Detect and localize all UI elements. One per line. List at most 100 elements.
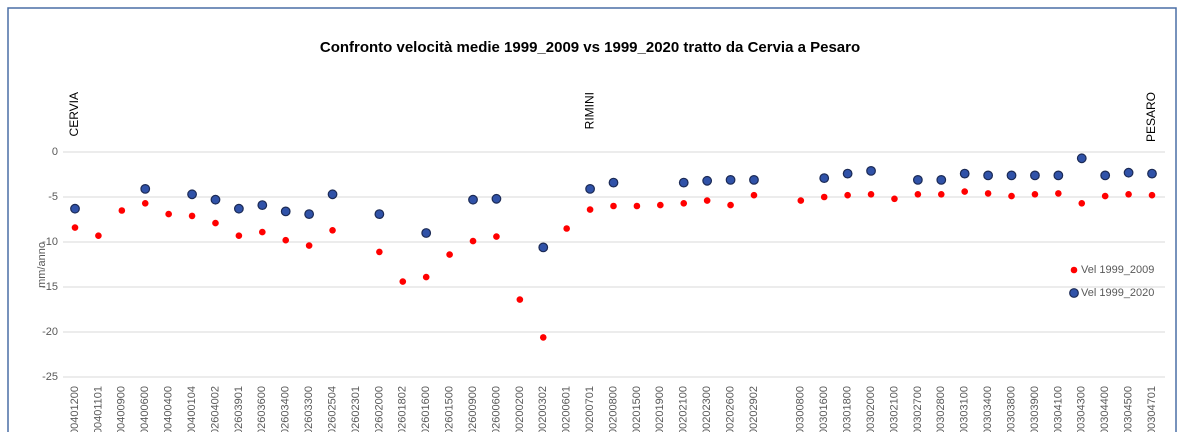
x-tick-label: 02602301 — [350, 386, 362, 432]
x-tick-label: 02603901 — [233, 386, 245, 432]
data-point — [657, 201, 664, 209]
x-tick-label: 02600600 — [490, 386, 502, 432]
data-point — [491, 193, 502, 204]
legend-label: Vel 1999_2020 — [1081, 287, 1154, 299]
data-point — [468, 194, 478, 205]
data-point — [70, 203, 80, 214]
data-point — [257, 200, 268, 211]
x-tick-label: 02602504 — [326, 386, 338, 432]
data-point — [1006, 170, 1017, 181]
data-point — [725, 174, 736, 185]
data-point — [469, 237, 477, 245]
data-point — [305, 242, 313, 249]
annotation: RIMINI — [582, 92, 596, 129]
x-tick-label: 02604002 — [209, 386, 221, 432]
x-tick-label: 00201900 — [654, 386, 666, 432]
data-point — [844, 191, 851, 199]
x-tick-label: 00401200 — [69, 386, 81, 432]
data-point — [188, 212, 196, 220]
data-point — [703, 197, 711, 204]
data-point — [71, 224, 79, 231]
data-point — [539, 334, 547, 341]
data-point — [680, 200, 688, 207]
data-point — [304, 209, 315, 220]
data-point — [866, 165, 876, 176]
data-point — [820, 193, 828, 201]
data-point — [280, 206, 291, 217]
data-point — [914, 191, 922, 198]
x-tick-label: 00202600 — [724, 386, 736, 432]
data-point — [141, 200, 149, 207]
x-tick-label: 00303900 — [1029, 386, 1041, 432]
data-point — [1076, 153, 1087, 164]
legend-marker — [1069, 288, 1079, 298]
x-tick-label: 00202300 — [701, 386, 713, 432]
x-tick-label: 00304300 — [1076, 386, 1088, 432]
data-point — [702, 175, 713, 186]
x-tick-label: 00200200 — [514, 386, 526, 432]
data-point — [586, 206, 594, 213]
x-tick-label: 00302700 — [912, 386, 924, 432]
data-point — [374, 209, 385, 220]
data-point — [327, 189, 338, 200]
data-point — [421, 228, 432, 238]
y-tick-label: -25 — [42, 371, 58, 383]
x-tick-label: 00304500 — [1122, 386, 1134, 432]
data-point — [538, 242, 549, 253]
x-tick-label: 00303100 — [959, 386, 971, 432]
data-point — [399, 278, 407, 285]
x-tick-label: 00304100 — [1052, 386, 1064, 432]
x-tick-label: 00302800 — [935, 386, 947, 432]
data-point — [422, 273, 430, 281]
data-point — [1030, 170, 1040, 181]
x-tick-label: 00400104 — [186, 386, 198, 432]
data-point — [212, 219, 219, 227]
data-point — [1123, 167, 1134, 178]
data-point — [95, 232, 102, 239]
x-tick-label: 00303400 — [982, 386, 994, 432]
data-point — [797, 197, 805, 204]
annotation: CERVIA — [67, 92, 81, 136]
data-point — [165, 210, 172, 218]
x-tick-label: 00400400 — [163, 386, 175, 432]
x-tick-label: 02601802 — [397, 386, 409, 432]
data-point — [819, 173, 830, 184]
data-point — [493, 233, 500, 240]
x-tick-label: 00400900 — [116, 386, 128, 432]
data-point — [259, 228, 266, 236]
data-point — [961, 188, 968, 195]
data-point — [608, 177, 619, 188]
data-point — [1125, 191, 1132, 198]
data-point — [983, 170, 994, 181]
data-point — [1100, 170, 1111, 181]
data-point — [118, 207, 126, 214]
x-tick-label: 00200601 — [561, 386, 573, 432]
data-point — [984, 190, 992, 197]
data-point — [585, 183, 595, 194]
y-axis-label: mm/anno — [36, 242, 48, 288]
x-tick-label: 00400600 — [139, 386, 151, 432]
x-tick-label: 00303800 — [1005, 386, 1017, 432]
x-tick-label: 00401101 — [92, 386, 104, 432]
x-tick-label: 00304701 — [1146, 386, 1158, 432]
y-tick-label: -5 — [48, 191, 58, 203]
legend-marker — [1070, 266, 1078, 274]
data-point — [727, 201, 734, 209]
y-tick-label: -15 — [42, 281, 58, 293]
data-point — [1078, 200, 1086, 207]
data-point — [516, 296, 524, 303]
data-point — [937, 191, 945, 198]
data-point — [1008, 192, 1015, 200]
y-tick-label: -10 — [42, 236, 58, 248]
data-point — [610, 202, 617, 210]
data-point — [282, 236, 290, 244]
data-point — [633, 202, 641, 210]
x-tick-label: 00302100 — [888, 386, 900, 432]
data-point — [749, 174, 759, 185]
chart-title: Confronto velocità medie 1999_2009 vs 19… — [320, 39, 860, 56]
legend-label: Vel 1999_2009 — [1081, 264, 1154, 276]
annotation: PESARO — [1144, 92, 1158, 142]
data-point — [1147, 168, 1157, 179]
data-point — [187, 189, 197, 200]
